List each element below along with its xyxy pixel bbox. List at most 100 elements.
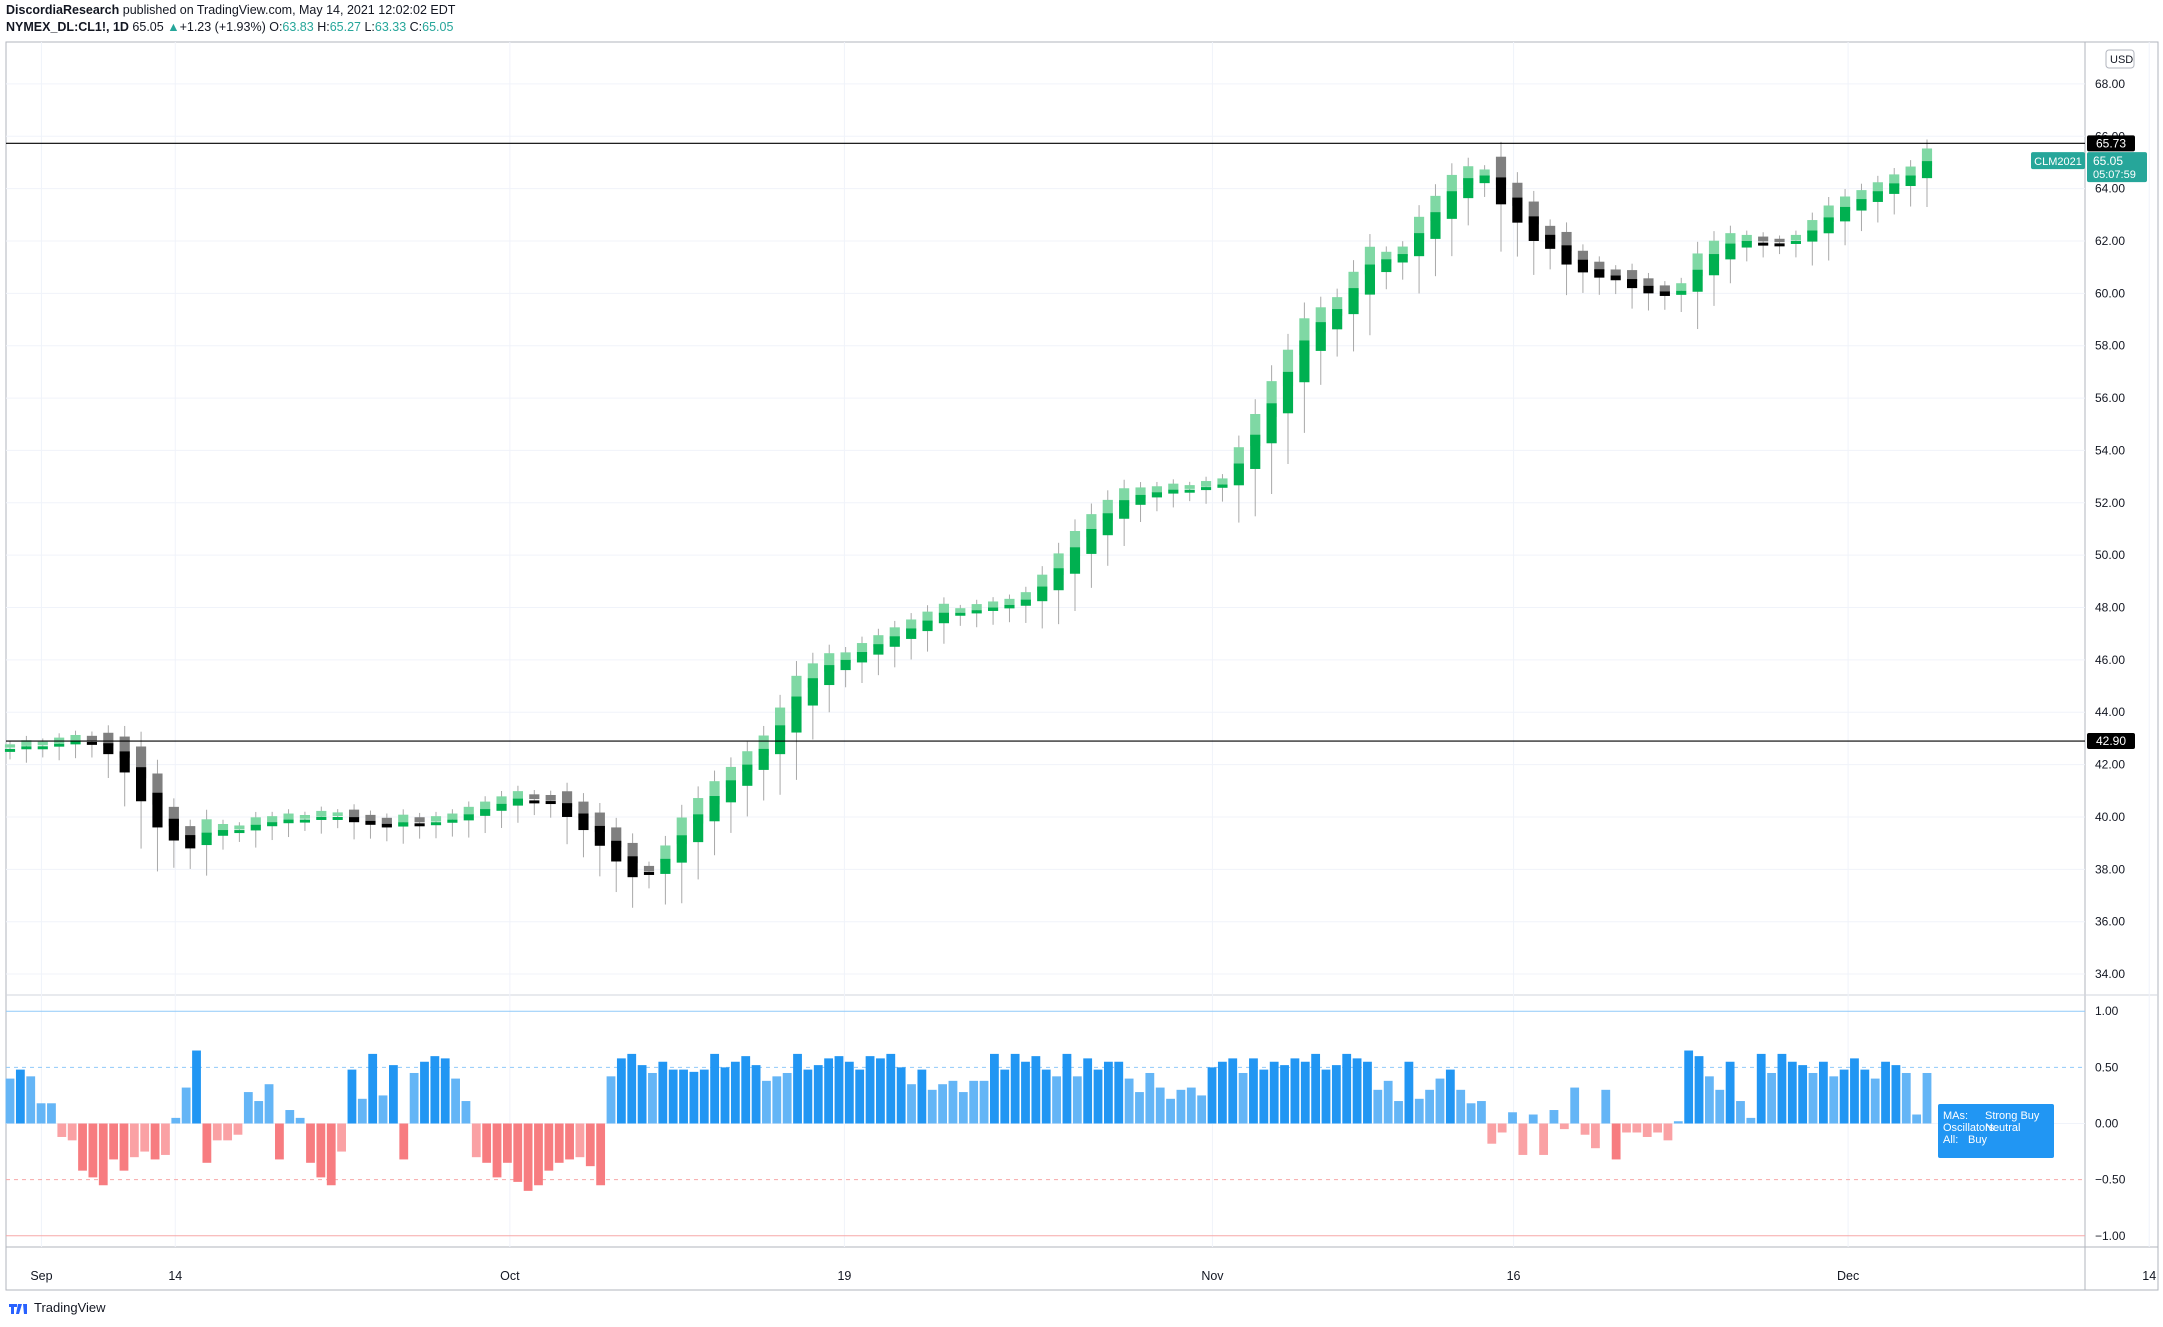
- candle-body: [906, 628, 917, 639]
- currency-box: [2105, 49, 2135, 69]
- candle-body-light: [529, 794, 540, 800]
- rating-bar: [1041, 1069, 1051, 1124]
- rating-bar: [824, 1058, 834, 1124]
- brand-name[interactable]: TradingView: [34, 1300, 106, 1315]
- rating-bar: [969, 1080, 979, 1124]
- rating-bar: [648, 1072, 657, 1124]
- rating-bar: [1528, 1114, 1538, 1124]
- candle-body: [185, 835, 196, 849]
- candle-body: [37, 746, 48, 750]
- candle-body: [1004, 604, 1015, 609]
- rating-bar: [534, 1123, 543, 1186]
- candle-body: [1610, 275, 1621, 281]
- candle-body-light: [693, 798, 704, 824]
- indicator-tick-label: 0.50: [2095, 1060, 2119, 1074]
- change: +1.23 (+1.93%): [179, 20, 266, 34]
- candle-body: [250, 824, 261, 831]
- candle-body: [1381, 259, 1392, 273]
- rating-bar: [57, 1123, 67, 1137]
- price-tick-label: 54.00: [2095, 443, 2125, 457]
- footer: TradingView: [8, 1300, 106, 1315]
- candle-body-light: [561, 791, 573, 807]
- rating-bar: [565, 1123, 574, 1160]
- rating-bar: [637, 1065, 647, 1124]
- candle-body-light: [1151, 486, 1163, 494]
- candle-body: [1856, 199, 1867, 211]
- rating-bar: [5, 1078, 15, 1124]
- candle-body-light: [1889, 174, 1900, 187]
- candle-body-light: [1839, 196, 1851, 212]
- rating-bar: [1300, 1061, 1310, 1124]
- rating-bar: [1363, 1061, 1372, 1124]
- rating-bar: [689, 1071, 699, 1124]
- candle-body: [234, 830, 245, 834]
- symbol-badge-label: CLM2021: [2034, 156, 2082, 168]
- rating-bar: [1280, 1065, 1289, 1124]
- rating-bar: [1135, 1092, 1144, 1124]
- rating-bar: [1539, 1123, 1549, 1155]
- rating-bar: [1445, 1069, 1455, 1124]
- candle-body-light: [791, 675, 802, 709]
- candle-body: [578, 813, 589, 831]
- rating-bar: [1259, 1069, 1269, 1124]
- candle-body: [1446, 191, 1457, 219]
- candle-body-light: [1856, 190, 1867, 203]
- rating-bar: [751, 1065, 761, 1124]
- rating-bar: [285, 1110, 295, 1124]
- rating-bar: [98, 1123, 108, 1186]
- rating-bar: [762, 1080, 771, 1124]
- candle-body-light: [1135, 487, 1146, 498]
- rating-bar: [347, 1069, 357, 1124]
- candle-body: [1413, 233, 1425, 257]
- candle-body-light: [1528, 201, 1539, 225]
- rating-bar: [1715, 1089, 1725, 1124]
- candle-body-light: [709, 781, 720, 805]
- rating-bar: [990, 1053, 999, 1124]
- rating-bar: [627, 1053, 637, 1124]
- rating-bar: [1508, 1112, 1517, 1124]
- rating-bar: [1756, 1053, 1766, 1124]
- rating-bar: [88, 1123, 98, 1178]
- candle-body-light: [578, 801, 589, 819]
- candle-body: [1889, 183, 1900, 194]
- candle-body-light: [1823, 205, 1834, 222]
- publisher-name[interactable]: DiscordiaResearch: [6, 3, 120, 17]
- candle-body-light: [1807, 220, 1818, 234]
- candle-body-light: [1463, 166, 1474, 185]
- rating-bar: [544, 1123, 554, 1171]
- close-label: C:: [409, 20, 423, 34]
- last-price-label: 65.05: [2093, 154, 2123, 168]
- candle-body: [856, 652, 868, 663]
- candle-body: [1315, 322, 1326, 351]
- candle-body: [1725, 243, 1736, 260]
- candle-body: [873, 644, 884, 655]
- rating-bar: [793, 1053, 802, 1124]
- rating-summary-label: MAs:: [1943, 1110, 1968, 1122]
- candle-body-light: [135, 746, 147, 779]
- rating-bar: [1321, 1069, 1331, 1124]
- rating-bar: [1487, 1123, 1497, 1144]
- candle-body-light: [971, 604, 982, 611]
- candle-body-light: [168, 806, 179, 827]
- rating-bar: [502, 1123, 512, 1163]
- candle-body: [1708, 254, 1720, 276]
- candle-body: [4, 748, 16, 752]
- candle-body-light: [201, 819, 212, 836]
- rating-bar: [1466, 1103, 1476, 1124]
- rating-bar: [844, 1061, 854, 1124]
- rating-bar: [710, 1053, 720, 1124]
- rating-bar: [409, 1072, 419, 1124]
- tradingview-logo-icon[interactable]: [8, 1301, 30, 1315]
- rating-bar: [1342, 1053, 1352, 1124]
- time-tick-label: Nov: [1201, 1269, 1224, 1283]
- rating-bar: [1901, 1072, 1911, 1124]
- chart-header: DiscordiaResearch published on TradingVi…: [6, 2, 455, 36]
- rating-bar: [513, 1123, 523, 1182]
- rating-summary-label: All:: [1943, 1134, 1958, 1146]
- rating-bar: [855, 1069, 865, 1124]
- candle-body-light: [332, 812, 343, 817]
- symbol-name[interactable]: NYMEX_DL:CL1!, 1D: [6, 20, 129, 34]
- rating-bar: [523, 1123, 533, 1191]
- candle-body: [447, 819, 458, 823]
